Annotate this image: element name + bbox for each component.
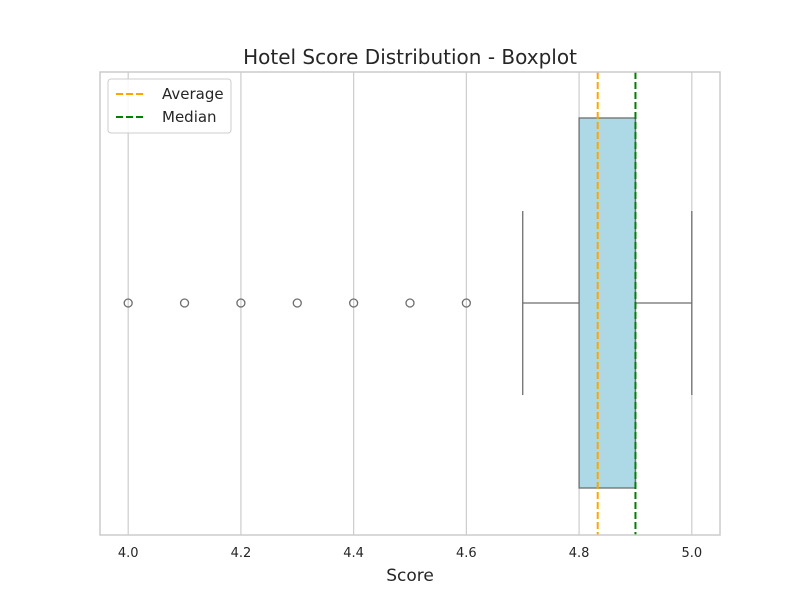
plot-frame [99, 71, 721, 536]
x-tick-label: 4.8 [569, 546, 590, 561]
x-tick-label: 4.0 [118, 546, 139, 561]
outlier-point [292, 298, 302, 308]
outlier-point [236, 298, 246, 308]
legend: Average Median [107, 78, 232, 134]
outlier-point [179, 298, 190, 308]
x-axis-ticks: 4.0 4.2 4.4 4.6 4.8 5.0 [118, 546, 702, 561]
legend-label: Average [162, 85, 224, 103]
outlier-point [461, 298, 472, 308]
outlier-point [348, 298, 359, 308]
outlier-point [123, 298, 133, 308]
chart-title: Hotel Score Distribution - Boxplot [243, 45, 577, 69]
legend-label: Median [162, 108, 217, 126]
iqr-box [578, 117, 637, 489]
x-tick-label: 4.6 [456, 546, 477, 561]
x-tick-label: 5.0 [681, 546, 702, 561]
legend-box [107, 78, 232, 134]
outlier-point [405, 298, 415, 308]
x-tick-label: 4.2 [231, 546, 252, 561]
x-axis-label: Score [386, 566, 434, 586]
x-tick-label: 4.4 [343, 546, 364, 561]
plot-area [123, 72, 693, 535]
